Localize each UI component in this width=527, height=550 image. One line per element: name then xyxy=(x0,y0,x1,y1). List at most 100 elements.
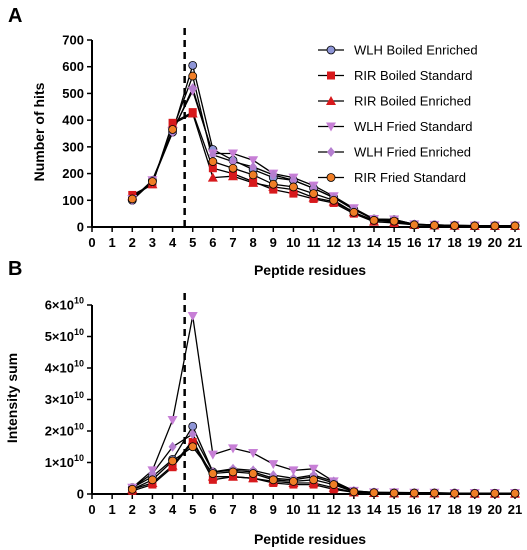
panel-b-series-0-point xyxy=(188,421,198,431)
panel-b-series-2-point xyxy=(187,435,198,445)
panel-b-ylabel: Intensity sum xyxy=(4,353,20,443)
panel-a-series-5-point xyxy=(268,179,278,189)
panel-a-series-5-point xyxy=(228,163,238,173)
panel-a-series-4-point xyxy=(229,156,237,167)
panel-a-y-tick-label: 500 xyxy=(62,86,84,101)
panel-b-series-line-3 xyxy=(131,315,515,494)
panel-b-series-5-point xyxy=(510,488,520,498)
panel-a-series-5-point xyxy=(248,170,258,180)
legend-marker xyxy=(326,45,336,55)
panel-b-x-tick-label: 12 xyxy=(326,502,340,517)
panel-b-x-tick-label: 4 xyxy=(169,502,177,517)
panel-b-series-4-point xyxy=(188,429,197,440)
panel-b-series-3-point xyxy=(268,460,279,470)
panel-a-series-5-point xyxy=(409,220,419,230)
panel-a-x-tick-label: 13 xyxy=(347,235,361,250)
panel-a-series-4-point xyxy=(269,169,278,180)
panel-b-series-5-point xyxy=(268,475,278,485)
legend-marker xyxy=(327,147,335,157)
panel-a-series-4-point xyxy=(249,161,258,172)
panel-a-series-5-point xyxy=(168,125,177,134)
panel-b-series-5-point xyxy=(148,475,157,485)
panel-b-x-tick-label: 7 xyxy=(229,502,236,517)
legend-label: RIR Fried Standard xyxy=(354,170,466,185)
panel-b-x-tick-label: 18 xyxy=(447,502,461,517)
panel-b-x-tick-label: 5 xyxy=(189,502,196,517)
panel-a-y-tick-label: 400 xyxy=(62,113,84,128)
panel-b-x-tick-label: 10 xyxy=(286,502,300,517)
panel-b-xlabel: Peptide residues xyxy=(254,531,366,547)
panel-a-series-3-point xyxy=(228,149,238,159)
panel-a-series-2-point xyxy=(207,172,218,182)
panel-b-series-5-point xyxy=(208,469,218,478)
panel-a-series-2-point xyxy=(187,108,198,118)
panel-a-series-5-point xyxy=(430,220,439,230)
panel-b-series-5-point xyxy=(228,467,238,477)
panel-a-x-tick-label: 11 xyxy=(307,235,321,250)
panel-b-x-tick-label: 19 xyxy=(467,502,481,517)
panel-a-series-5-point xyxy=(148,177,157,186)
panel-b-x-tick-label: 14 xyxy=(367,502,382,517)
panel-a-y-tick-label: 200 xyxy=(62,166,84,181)
panel-b-x-tick-label: 0 xyxy=(88,502,95,517)
panel-a-series-5-point xyxy=(490,221,500,231)
panel-a-series-5-point xyxy=(289,182,298,192)
panel-a-series-4-point xyxy=(188,83,197,94)
panel-a-ylabel: Number of hits xyxy=(31,82,47,181)
legend-label: RIR Boiled Standard xyxy=(354,68,473,83)
panel-b-series-5-point xyxy=(470,488,480,498)
panel-b-x-tick-label: 3 xyxy=(149,502,156,517)
panel-a-y-tick-label: 100 xyxy=(62,193,84,208)
panel-b-series-4-point xyxy=(168,441,177,452)
panel-b-x-tick-label: 2 xyxy=(129,502,136,517)
panel-a-series-2-point xyxy=(228,171,238,181)
panel-a-series-5-point xyxy=(208,157,218,166)
panel-b-x-tick-label: 21 xyxy=(508,502,522,517)
panel-a-series-4-point xyxy=(289,175,298,186)
panel-b-series-3-point xyxy=(228,444,238,454)
panel-b-series-5-point xyxy=(490,488,500,498)
panel-a-x-tick-label: 10 xyxy=(286,235,300,250)
panel-b-series-5-point xyxy=(430,488,439,498)
panel-a-series-1-point xyxy=(289,189,298,198)
panel-a-x-tick-label: 14 xyxy=(367,235,382,250)
panel-b-x-tick-label: 8 xyxy=(250,502,257,517)
panel-b-y-tick-label: 3×1010 xyxy=(45,390,84,407)
panel-b-y-tick-label: 4×1010 xyxy=(45,359,84,376)
panel-a-series-0-point xyxy=(188,60,198,70)
panel-b-series-5-point xyxy=(389,488,399,498)
panel-b-y-tick-label: 5×1010 xyxy=(45,327,84,344)
panel-b-y-tick-label: 1×1010 xyxy=(45,453,84,470)
panel-a-x-tick-label: 4 xyxy=(169,235,177,250)
panel-b-series-5-point xyxy=(349,487,359,497)
panel-a-series-5-point xyxy=(369,215,379,225)
panel-b-x-tick-label: 13 xyxy=(347,502,361,517)
panel-b-y-tick-label: 6×1010 xyxy=(45,296,84,313)
panel-b-series-5-point xyxy=(450,488,459,498)
panel-a-x-tick-label: 2 xyxy=(129,235,136,250)
panel-b-series-5-point xyxy=(289,476,298,486)
legend: WLH Boiled Enriched RIR Boiled Standard RI… xyxy=(318,43,478,185)
panel-a-series-5-point xyxy=(188,71,198,81)
panel-a-x-tick-label: 17 xyxy=(427,235,441,250)
panel-a-x-tick-label: 20 xyxy=(488,235,502,250)
panel-a-x-tick-label: 0 xyxy=(88,235,95,250)
panel-a-series-1-point xyxy=(208,164,217,173)
panel-a-plot: 0 1 2 3 4 5 6 7 8 9 10 11 12 13 14 15 16 17 18 19 20 21010020… xyxy=(62,28,522,250)
panel-a-x-tick-label: 18 xyxy=(447,235,461,250)
panel-a-x-tick-label: 21 xyxy=(508,235,522,250)
legend-label: WLH Fried Enriched xyxy=(354,145,471,160)
panel-a-x-tick-label: 6 xyxy=(209,235,216,250)
panel-a-series-5-point xyxy=(329,195,339,205)
panel-a-series-3-point xyxy=(248,156,259,166)
panel-a-series-5-point xyxy=(510,221,520,231)
panel-b-series-5-point xyxy=(127,484,137,494)
legend-label: WLH Boiled Enriched xyxy=(354,43,478,58)
panel-a-x-tick-label: 19 xyxy=(467,235,481,250)
panel-b-series-3-point xyxy=(207,450,218,460)
panel-b-series-5-point xyxy=(168,456,177,466)
panel-a-series-5-point xyxy=(470,221,480,231)
panel-a-series-5-point xyxy=(389,216,399,226)
panel-b-plot: 0 1 2 3 4 5 6 7 8 9 10 11 12 13 14 15 16 17 18 19 20 2101×101… xyxy=(45,293,522,517)
